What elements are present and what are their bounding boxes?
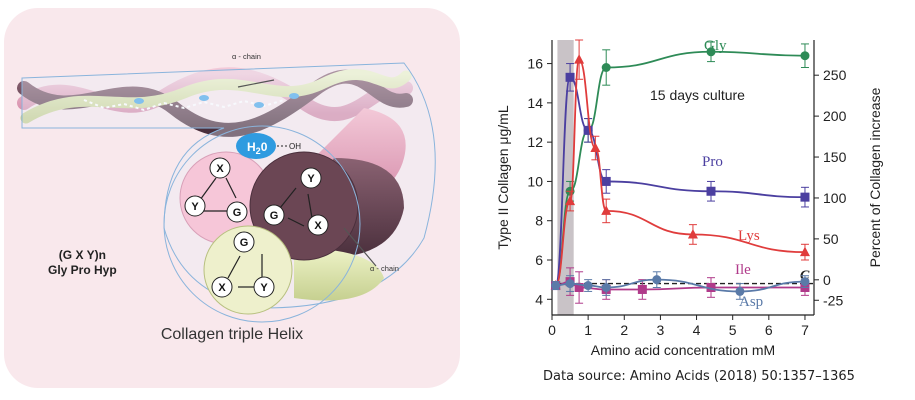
alpha-chain-label-right: α - chain	[370, 264, 399, 273]
y-axis-right-label: Percent of Collagen increase	[867, 87, 883, 267]
cross-section-outline	[163, 125, 361, 323]
helix-illustration: X Y G Y G X G X Y H20 OH α - chain α - c…	[17, 52, 436, 323]
data-point-pro	[583, 125, 593, 135]
node-g-brown: G	[270, 210, 279, 222]
data-source: Data source: Amino Acids (2018) 50:1357–…	[543, 369, 855, 384]
series-label-gly: Gly	[704, 38, 727, 54]
data-point-gly	[706, 47, 716, 57]
series-label-asp: Asp	[739, 294, 763, 310]
node-x-pink: X	[216, 163, 224, 175]
node-y-pink: Y	[191, 201, 199, 213]
alpha-chain-strand-green	[20, 68, 412, 124]
node-y-brown: Y	[307, 173, 315, 185]
diagram-caption: Collagen triple Helix	[160, 326, 304, 343]
y-left-tick-label-14: 14	[527, 95, 543, 111]
chart-annotation: 15 days culture	[650, 87, 745, 103]
data-point-lys	[590, 142, 601, 153]
x-tick-label-4: 4	[693, 322, 701, 338]
y-left-tick-label-4: 4	[535, 291, 543, 307]
water-molecules	[134, 93, 299, 108]
data-point-asp	[601, 283, 611, 292]
y-right-tick-label-150: 150	[823, 149, 847, 165]
data-point-asp	[735, 286, 745, 296]
data-point-asp	[583, 281, 593, 291]
data-point-asp	[551, 281, 561, 291]
collagen-chart: C0123456746810121416-25050100150200250Am…	[495, 38, 883, 358]
water-label: H20	[247, 140, 268, 156]
y-right-tick-label-100: 100	[823, 190, 847, 206]
y-left-tick-label-10: 10	[527, 173, 543, 189]
x-tick-label-0: 0	[548, 322, 556, 338]
y-left-tick-label-16: 16	[527, 56, 543, 72]
x-tick-label-6: 6	[765, 322, 773, 338]
node-y-green: Y	[260, 282, 268, 294]
x-tick-label-3: 3	[657, 322, 665, 338]
y-axis-left-label: Type II Collagen μg/mL	[495, 105, 511, 249]
node-g-pink: G	[233, 207, 242, 219]
alpha-chain-label-top: α - chain	[232, 52, 261, 61]
data-point-ile	[706, 283, 716, 292]
y-right-tick-label-0: 0	[823, 272, 831, 288]
data-point-lys	[687, 228, 698, 239]
data-point-lys	[565, 195, 576, 206]
hydrogen-bonds	[83, 99, 285, 112]
data-point-gly	[800, 51, 810, 61]
data-point-lys	[601, 205, 612, 215]
x-axis-label: Amino acid concentration mM	[591, 342, 775, 358]
data-point-pro	[706, 186, 716, 196]
node-g-green: G	[240, 237, 249, 249]
formula: (G X Y)n Gly Pro Hyp	[48, 248, 117, 278]
y-right-tick-label-50: 50	[823, 231, 839, 247]
series-line-pro	[554, 76, 805, 287]
data-point-lys	[799, 246, 810, 257]
x-tick-label-2: 2	[620, 322, 628, 338]
series-label-ile: Ile	[735, 262, 751, 278]
formula-line2: Gly Pro Hyp	[48, 263, 117, 277]
data-point-asp	[565, 279, 575, 289]
water-bubble	[236, 133, 276, 159]
data-point-pro	[601, 176, 611, 186]
data-point-asp	[800, 277, 810, 287]
oh-label: OH	[289, 142, 301, 151]
y-right-tick-label-200: 200	[823, 108, 847, 124]
y-right-tick-label-250: 250	[823, 67, 847, 83]
data-point-gly	[601, 63, 611, 72]
chart-panel: C0123456746810121416-25050100150200250Am…	[482, 8, 912, 394]
y-right-tick-label--25: -25	[823, 292, 843, 308]
series-label-pro: Pro	[702, 154, 723, 170]
tube-green	[294, 248, 384, 301]
helix-diagram-panel: X Y G Y G X G X Y H20 OH α - chain α - c…	[4, 8, 460, 388]
formula-line1: (G X Y)n	[58, 248, 106, 262]
data-point-asp	[652, 275, 662, 285]
node-x-green: X	[218, 282, 226, 294]
data-point-lys	[574, 54, 585, 64]
x-tick-label-7: 7	[801, 322, 809, 338]
y-left-tick-label-6: 6	[535, 252, 543, 268]
node-x-brown: X	[314, 220, 322, 232]
data-point-ile	[637, 284, 647, 294]
series-line-gly	[554, 50, 805, 287]
data-point-pro	[565, 72, 575, 82]
data-point-pro	[800, 192, 810, 202]
y-left-tick-label-8: 8	[535, 213, 543, 229]
x-tick-label-5: 5	[729, 322, 737, 338]
data-point-ile	[574, 283, 584, 292]
y-left-tick-label-12: 12	[527, 134, 543, 150]
series-line-asp	[555, 278, 805, 293]
series-label-lys: Lys	[738, 228, 760, 244]
x-tick-label-1: 1	[584, 322, 592, 338]
